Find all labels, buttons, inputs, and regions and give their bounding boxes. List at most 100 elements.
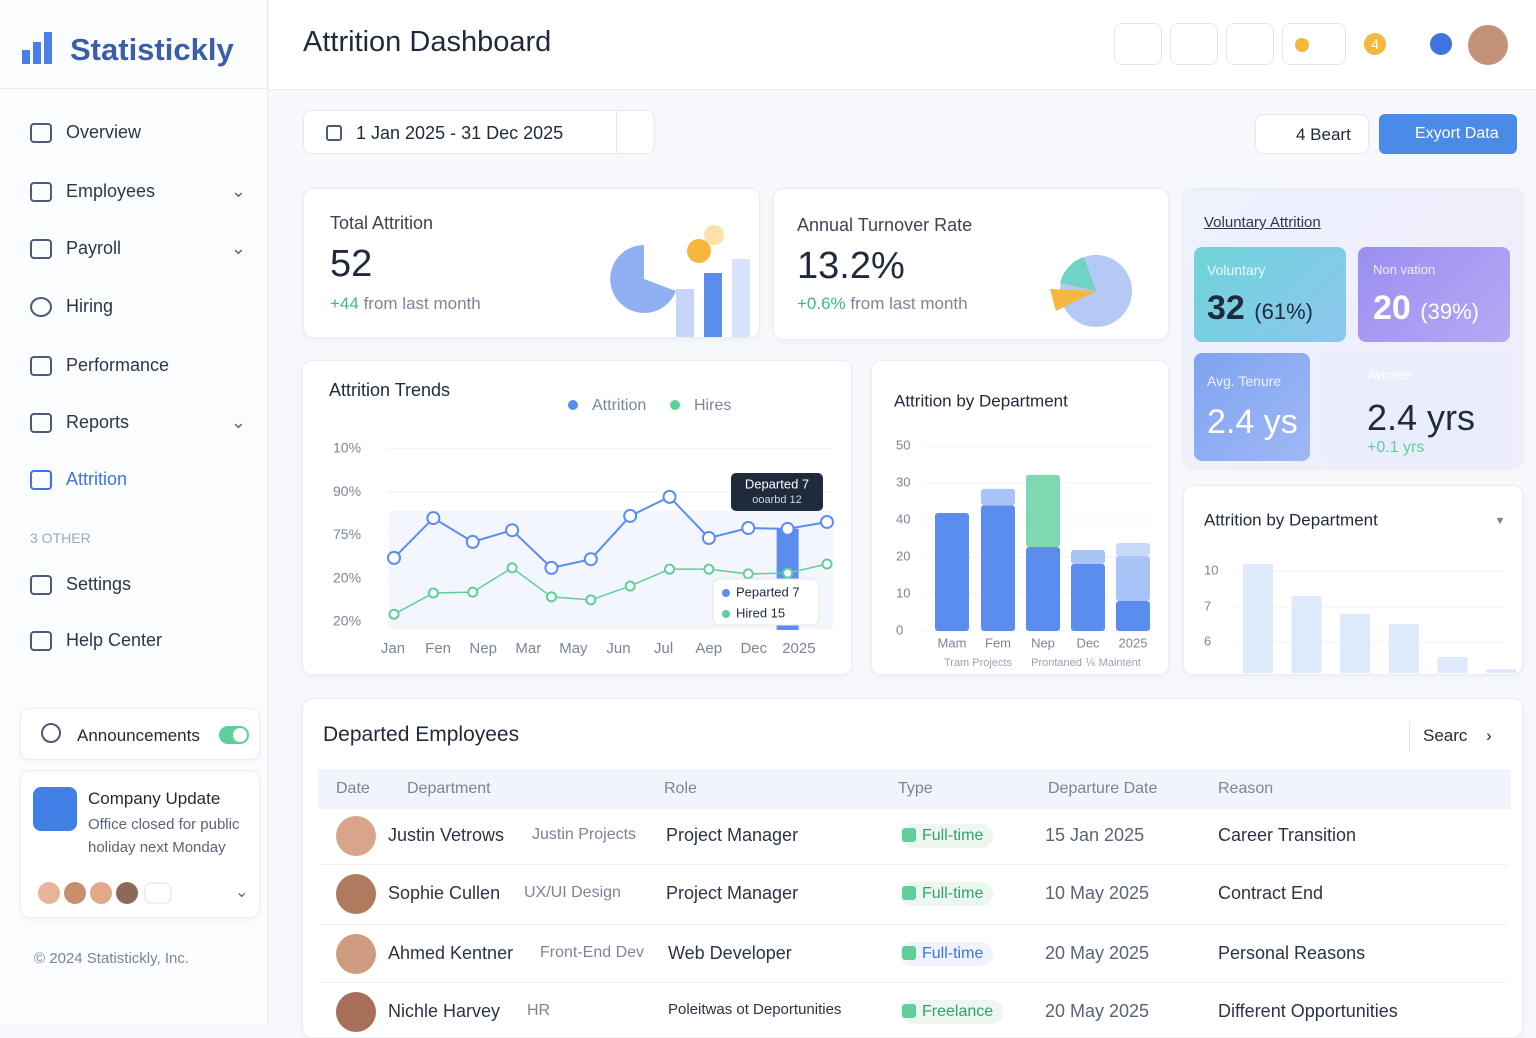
point [664,563,676,575]
role: Poleitwas ot Deportunities [668,1001,842,1018]
column-header: Date [336,780,370,797]
user-avatar[interactable] [1468,25,1508,65]
department: HR [527,1002,551,1019]
y-tick-label: 6 [1204,634,1211,649]
sidebar: Statistickly Overview Employees ⌄ Payroll… [0,0,268,1024]
search-button[interactable] [1114,23,1162,65]
tile-label: Voluntary [1207,262,1266,278]
kpi-delta: +44 from last month [330,294,481,314]
icon [33,787,77,831]
tile-value: 32 (61%) [1207,289,1313,328]
y-tick-label: 0 [896,622,903,637]
section-label: 3 OTHER [30,530,91,546]
card-button[interactable] [1170,23,1218,65]
status-button[interactable] [1282,23,1346,65]
point [506,562,518,574]
point [388,608,400,620]
badge[interactable]: 4 [1364,33,1386,55]
y-tick-label: 10% [333,440,361,456]
tooltip-text: Peparted 7 [736,584,800,599]
point [583,552,598,567]
export-button[interactable]: Exyort Data [1379,114,1517,154]
x-tick-label: 2025 [782,640,815,657]
nav-item[interactable]: Performance [30,355,169,376]
date-picker[interactable]: 1 Jan 2025 - 31 Dec 2025 [303,110,655,154]
note: from last month [363,294,481,313]
y-tick-label: 30 [896,474,910,489]
x-tick-label: Nep [1031,635,1055,650]
type-tag: Freelance [900,1000,1004,1024]
value: 32 [1207,289,1245,327]
x-tick-label: Aep [695,640,722,657]
reason: Different Opportunities [1218,1001,1398,1021]
x-tick-label: Jan [381,640,405,657]
toggle[interactable] [219,726,249,744]
point [427,587,439,599]
voluntary-card: Voluntary Attrition Voluntary 32 (61%) N… [1183,188,1523,468]
y-tick-label: 90% [333,483,361,499]
chart: Attrition by Department 50 30 40 20 10 0 Mam Fem… [894,391,1152,669]
point [742,568,754,580]
column-header: Departure Date [1048,780,1158,797]
tooltip-text: ooarbd 12 [752,494,802,506]
value: 20 [1373,289,1411,327]
dept-card: Attrition by Department 50 30 40 20 10 0 Mam Fem… [871,360,1169,675]
announcements[interactable]: Announcements [20,708,260,760]
column-header: Department [407,780,491,797]
y-tick-label: 10 [896,585,910,600]
avatar [336,816,376,856]
nav-item[interactable]: Help Center [30,630,162,651]
nav-label: Payroll [66,238,122,258]
tile-label: Avrmee [1367,367,1412,382]
bar [1291,595,1322,673]
announcements-label: Announcements [77,726,200,745]
delta: +44 [330,294,359,313]
department: Front-End Dev [540,944,645,961]
column-header: Type [898,780,933,797]
nav-item-active[interactable]: Attrition [30,469,127,490]
series-line [393,563,828,615]
note: from last month [850,294,968,313]
tooltip [731,473,823,511]
tile-value: 2.4 yrs [1367,397,1476,438]
point [780,521,795,536]
search[interactable]: Searc › [1409,721,1504,753]
kpi-value: 52 [330,243,373,285]
y-tick-label: 40 [896,511,910,526]
x-tick-label: Fen [425,640,451,657]
reason: Contract End [1218,883,1324,903]
search-label: Searc [1423,726,1468,745]
nav-item[interactable]: Settings [30,574,131,595]
departure-date: 15 Jan 2025 [1045,825,1145,845]
nav-item[interactable]: Hiring [30,296,113,317]
tile: Avrmee 2.4 yrs +0.1 yrs [1321,353,1511,461]
y-tick-label: 50 [896,437,910,452]
filter-button[interactable]: 4 Beart [1255,114,1369,154]
nav-label: Attrition [66,469,128,489]
bar-segment [1026,474,1060,548]
employee-name: Sophie Cullen [388,883,501,903]
nav-label: Overview [66,122,142,142]
point [820,514,834,529]
app-icon[interactable] [1430,33,1452,55]
nav-item[interactable]: Overview [30,122,141,143]
departure-date: 20 May 2025 [1045,943,1150,963]
dropdown: ▾ [1497,512,1504,527]
decoration [1050,255,1132,327]
tile-value: 20 (39%) [1373,289,1479,328]
y-tick-label: 20 [896,548,910,563]
row-divider [318,982,1508,983]
legend-label: Hires [694,397,731,414]
tile-value: 2.4 ys [1207,403,1298,441]
tile-label: Avg. Tenure [1207,373,1282,389]
y-tick-label: 7 [1204,598,1211,613]
nav-item[interactable]: Employees ⌄ [30,181,246,202]
table-title: Departed Employees [323,723,520,746]
nav-item[interactable]: Payroll ⌄ [30,238,246,259]
x-sublabel: Tram Projects [944,657,1013,669]
nav-label: Performance [66,355,170,375]
nav-item[interactable]: Reports ⌄ [30,412,246,433]
x-tick-label: Nep [469,640,497,657]
bell-button[interactable] [1226,23,1274,65]
footer: © 2024 Statistickly, Inc. [34,950,190,967]
